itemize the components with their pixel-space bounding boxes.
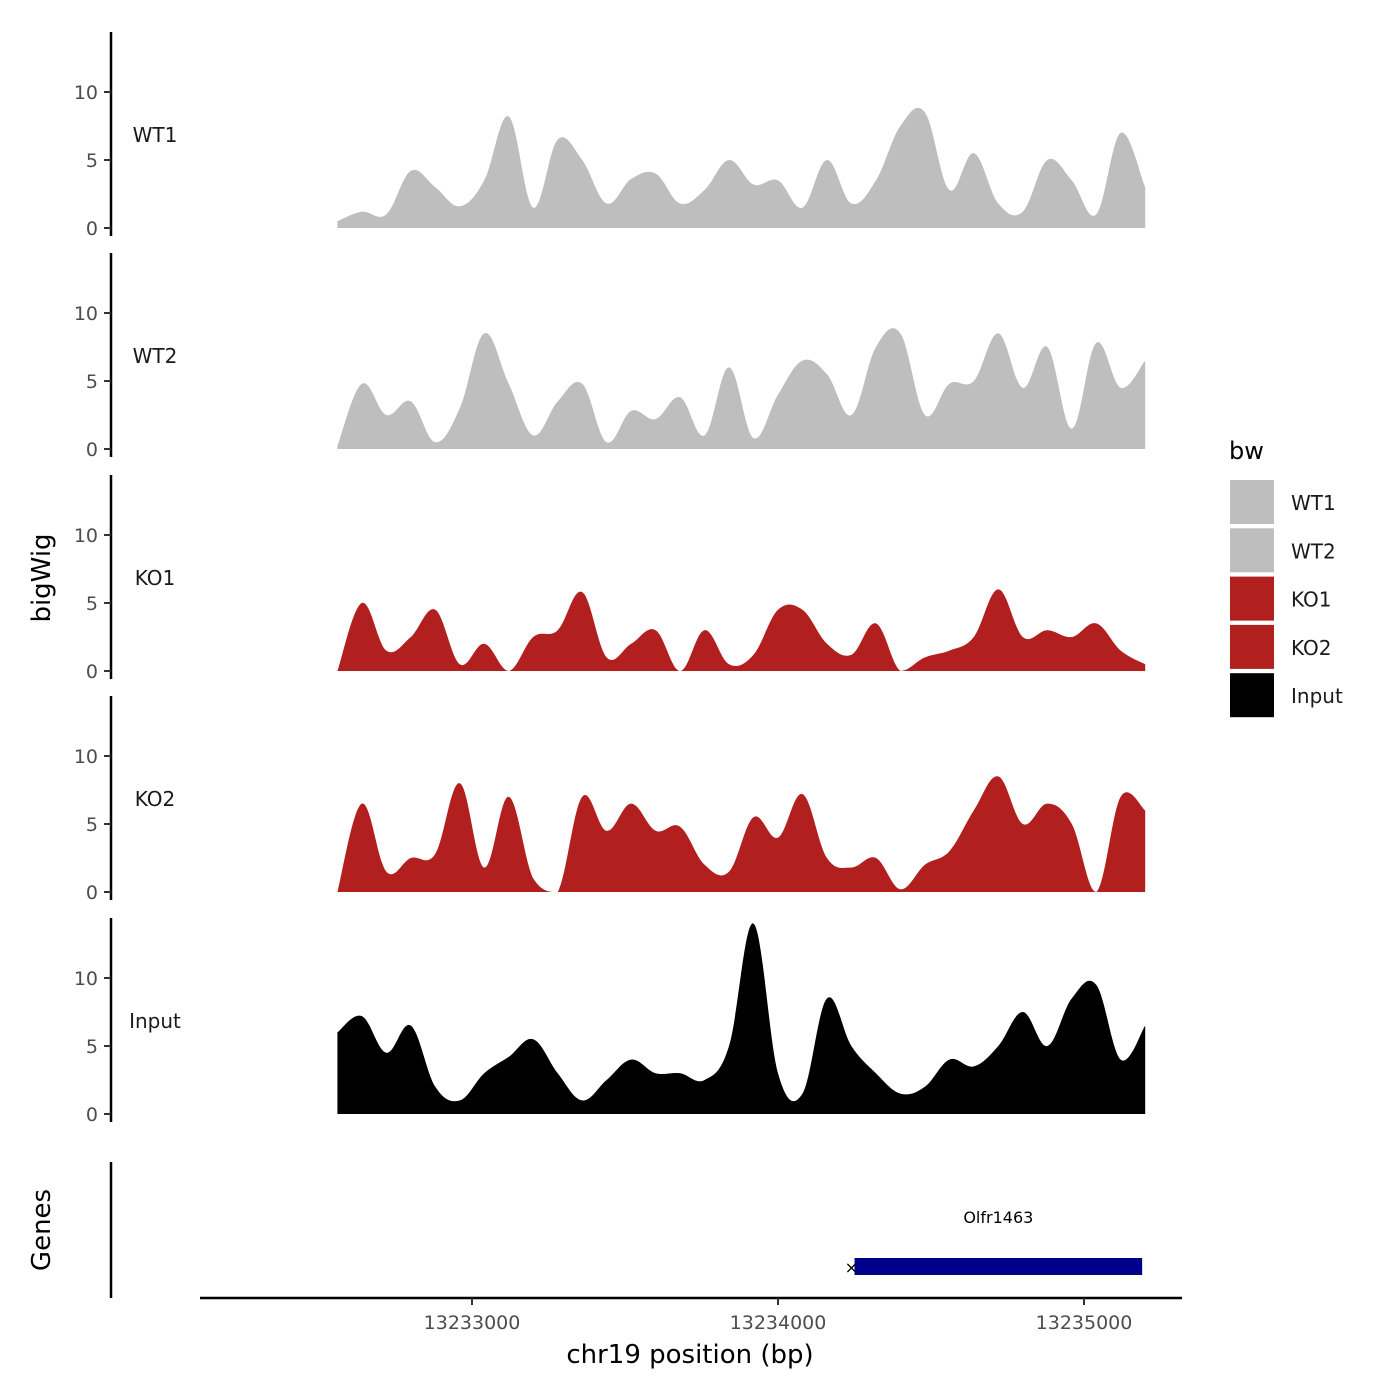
y-tick-label: 0 [86, 439, 98, 461]
track-label: WT2 [133, 344, 178, 368]
y-tick-label: 5 [86, 1036, 98, 1058]
coverage-area-ko2[interactable] [337, 776, 1146, 892]
legend-label: Input [1291, 684, 1343, 708]
gene-track-title: Genes [27, 1189, 57, 1271]
coverage-tracks: 0 5 10 WT1 0 5 10 WT2 0 5 10 KO1 0 5 10 KO2 0 5 10 Input [74, 32, 1146, 1126]
legend-swatch [1230, 576, 1274, 621]
x-tick-label: 13233000 [424, 1312, 521, 1334]
track-wt2: 0 5 10 WT2 [74, 253, 1146, 461]
gene-track: Genes Olfr1463 × [27, 1162, 1143, 1298]
x-tick-label: 13235000 [1036, 1312, 1133, 1334]
y-tick-label: 5 [86, 814, 98, 836]
y-tick-label: 5 [86, 150, 98, 172]
x-axis-title: chr19 position (bp) [566, 1340, 813, 1370]
track-label: KO2 [135, 787, 176, 811]
legend-swatch [1230, 528, 1274, 573]
legend-swatch [1230, 673, 1274, 718]
legend-swatch [1230, 480, 1274, 524]
x-tick-label: 13234000 [730, 1312, 827, 1334]
y-tick-label: 0 [86, 218, 98, 240]
y-tick-label: 0 [86, 1104, 98, 1126]
legend-item-wt2: WT2 [1230, 528, 1336, 573]
coverage-area-ko1[interactable] [337, 589, 1146, 671]
gene-body-bar[interactable] [854, 1258, 1143, 1275]
legend-label: WT2 [1291, 539, 1336, 563]
legend-swatch [1230, 624, 1274, 669]
y-tick-label: 10 [74, 746, 98, 768]
track-ko2: 0 5 10 KO2 [74, 696, 1146, 904]
coverage-area-wt1[interactable] [337, 107, 1146, 228]
gene-strand-marker: × [845, 1258, 858, 1277]
legend-title: bw [1229, 437, 1264, 465]
legend-label: KO2 [1291, 636, 1332, 660]
track-label: KO1 [135, 566, 176, 590]
y-tick-label: 10 [74, 525, 98, 547]
legend-item-input: Input [1230, 673, 1343, 718]
y-tick-label: 5 [86, 593, 98, 615]
coverage-area-input[interactable] [337, 923, 1146, 1114]
y-tick-label: 0 [86, 661, 98, 683]
legend-label: WT1 [1291, 491, 1336, 515]
y-tick-label: 10 [74, 303, 98, 325]
legend-label: KO1 [1291, 588, 1332, 612]
coverage-area-wt2[interactable] [337, 328, 1146, 449]
gene-name-label: Olfr1463 [963, 1208, 1033, 1227]
track-input: 0 5 10 Input [74, 918, 1146, 1126]
y-axis-title: bigWig [27, 533, 57, 622]
y-tick-label: 5 [86, 371, 98, 393]
legend-item-ko1: KO1 [1230, 576, 1332, 621]
y-tick-label: 0 [86, 882, 98, 904]
y-tick-label: 10 [74, 968, 98, 990]
x-axis: 13233000 13234000 13235000 chr19 position … [200, 1296, 1182, 1370]
legend-item-ko2: KO2 [1230, 624, 1332, 669]
track-wt1: 0 5 10 WT1 [74, 32, 1146, 240]
track-label: Input [129, 1009, 181, 1033]
track-label: WT1 [133, 123, 178, 147]
legend: bw WT1 WT2 KO1 KO2 Input [1229, 437, 1343, 718]
track-ko1: 0 5 10 KO1 [74, 475, 1146, 683]
legend-item-wt1: WT1 [1230, 480, 1336, 524]
y-tick-label: 10 [74, 82, 98, 104]
